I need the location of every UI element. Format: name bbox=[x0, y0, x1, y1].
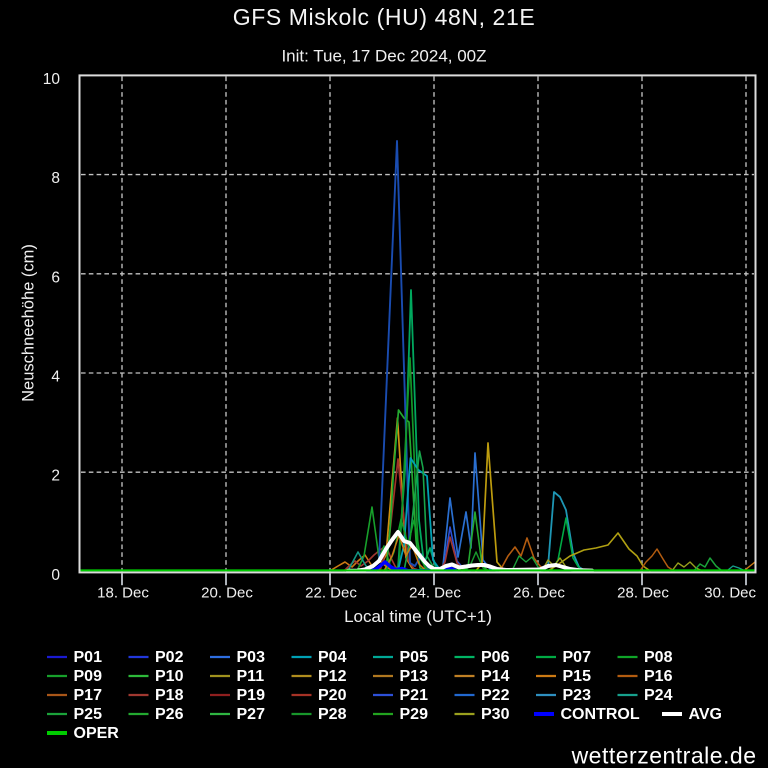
svg-text:P11: P11 bbox=[237, 668, 265, 685]
svg-text:P09: P09 bbox=[74, 668, 103, 685]
svg-text:P22: P22 bbox=[481, 687, 510, 704]
svg-text:24. Dec: 24. Dec bbox=[409, 585, 461, 602]
svg-text:26. Dec: 26. Dec bbox=[513, 585, 565, 602]
svg-text:GFS Miskolc (HU) 48N, 21E: GFS Miskolc (HU) 48N, 21E bbox=[233, 4, 536, 30]
svg-text:P01: P01 bbox=[74, 649, 103, 666]
svg-text:6: 6 bbox=[51, 269, 60, 286]
svg-text:P12: P12 bbox=[318, 668, 347, 685]
svg-text:P05: P05 bbox=[400, 649, 429, 666]
svg-text:P30: P30 bbox=[481, 706, 510, 723]
svg-text:Neuschneehöhe (cm): Neuschneehöhe (cm) bbox=[20, 244, 38, 402]
svg-text:P07: P07 bbox=[563, 649, 592, 666]
svg-text:P08: P08 bbox=[644, 649, 673, 666]
svg-text:CONTROL: CONTROL bbox=[561, 706, 640, 723]
svg-text:P29: P29 bbox=[400, 706, 429, 723]
svg-text:P24: P24 bbox=[644, 687, 673, 704]
svg-text:P14: P14 bbox=[481, 668, 510, 685]
svg-text:Local time (UTC+1): Local time (UTC+1) bbox=[344, 607, 492, 626]
svg-text:0: 0 bbox=[51, 567, 60, 584]
svg-text:Init: Tue, 17 Dec 2024, 00Z: Init: Tue, 17 Dec 2024, 00Z bbox=[281, 47, 486, 66]
svg-text:P16: P16 bbox=[644, 668, 673, 685]
svg-text:P26: P26 bbox=[155, 706, 184, 723]
svg-text:P25: P25 bbox=[74, 706, 103, 723]
svg-text:22. Dec: 22. Dec bbox=[305, 585, 357, 602]
svg-text:P19: P19 bbox=[237, 687, 266, 704]
svg-text:P27: P27 bbox=[237, 706, 266, 723]
svg-text:P10: P10 bbox=[155, 668, 184, 685]
svg-text:10: 10 bbox=[43, 71, 61, 88]
svg-text:18. Dec: 18. Dec bbox=[97, 585, 149, 602]
svg-text:P13: P13 bbox=[400, 668, 429, 685]
svg-text:P18: P18 bbox=[155, 687, 184, 704]
svg-text:P20: P20 bbox=[318, 687, 347, 704]
svg-text:P04: P04 bbox=[318, 649, 347, 666]
svg-text:AVG: AVG bbox=[689, 706, 722, 723]
svg-text:4: 4 bbox=[51, 369, 60, 386]
svg-text:28. Dec: 28. Dec bbox=[617, 585, 669, 602]
svg-text:30. Dec: 30. Dec bbox=[704, 585, 756, 602]
svg-text:OPER: OPER bbox=[74, 725, 120, 742]
svg-text:20. Dec: 20. Dec bbox=[201, 585, 253, 602]
svg-text:P17: P17 bbox=[74, 687, 103, 704]
svg-text:P23: P23 bbox=[563, 687, 592, 704]
svg-text:P21: P21 bbox=[400, 687, 429, 704]
svg-text:P06: P06 bbox=[481, 649, 510, 666]
svg-text:2: 2 bbox=[51, 468, 60, 485]
svg-text:P03: P03 bbox=[237, 649, 266, 666]
svg-text:wetterzentrale.de: wetterzentrale.de bbox=[571, 743, 757, 768]
svg-text:8: 8 bbox=[51, 170, 60, 187]
svg-text:P28: P28 bbox=[318, 706, 347, 723]
svg-text:P15: P15 bbox=[563, 668, 592, 685]
svg-text:P02: P02 bbox=[155, 649, 184, 666]
